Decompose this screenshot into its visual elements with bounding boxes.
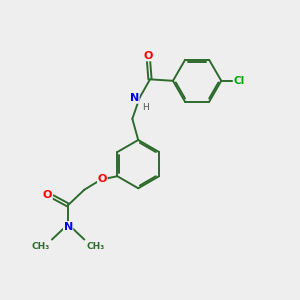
Text: CH₃: CH₃ (87, 242, 105, 251)
Text: O: O (144, 51, 153, 61)
Text: Cl: Cl (233, 76, 244, 86)
Text: N: N (64, 222, 73, 232)
Text: N: N (130, 93, 139, 103)
Text: H: H (142, 103, 149, 112)
Text: CH₃: CH₃ (31, 242, 50, 251)
Text: O: O (43, 190, 52, 200)
Text: O: O (98, 174, 107, 184)
